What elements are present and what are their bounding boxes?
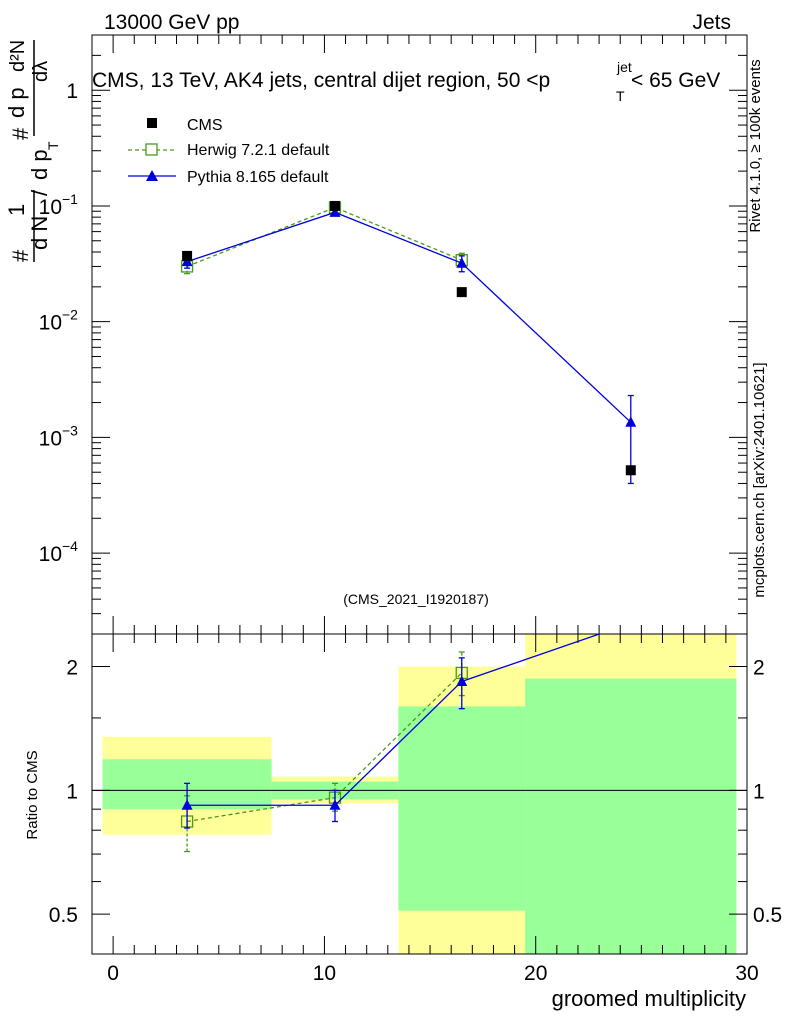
- pythia-main-point: [625, 416, 637, 427]
- main-ytick-label: 1: [66, 80, 78, 103]
- pythia-ratio-point: [329, 799, 341, 810]
- x-tick-label: 10: [313, 962, 336, 985]
- ylabel-dpt-sub: T: [45, 141, 61, 150]
- main-ytick-label: 10: [39, 427, 62, 450]
- ratio-band-inner-2: [398, 706, 526, 911]
- ylabel-one: 1: [4, 204, 29, 216]
- pythia-ratio-line: [187, 633, 600, 806]
- main-ytick-exponent: −4: [62, 538, 78, 554]
- ratio-band-inner-3: [525, 678, 737, 954]
- legend-marker-pythia: [146, 170, 158, 181]
- pythia-main-point: [329, 206, 341, 217]
- main-ytick-label: 10: [39, 196, 62, 219]
- ratio-y-axis-label: Ratio to CMS: [24, 750, 41, 839]
- ratio-ytick-label-left: 1: [66, 780, 78, 803]
- ratio-ytick-label-right: 0.5: [753, 904, 782, 927]
- ylabel-hash-mid: #: [8, 127, 33, 140]
- legend-marker-cms: [147, 118, 157, 128]
- cms-data-point: [456, 287, 467, 298]
- pythia-main-point: [456, 257, 468, 268]
- x-tick-label: 30: [735, 962, 758, 985]
- ratio-data-series: [180, 633, 600, 853]
- ratio-ytick-label-left: 0.5: [49, 904, 78, 927]
- ylabel-dpt: d p: [27, 149, 52, 180]
- legend-label-cms: CMS: [187, 117, 223, 134]
- main-ytick-label: 10: [39, 543, 62, 566]
- x-tick-label: 0: [107, 962, 119, 985]
- ratio-plot-frame: [91, 633, 748, 955]
- ylabel-slash: /: [27, 189, 52, 196]
- ratio-ytick-label-right: 1: [753, 780, 765, 803]
- title-sup: jet: [616, 59, 632, 75]
- main-y-axis-label: # 1 d N / d p T # d p d²N dλ: [4, 40, 61, 262]
- header-energy-label: 13000 GeV pp: [104, 11, 239, 34]
- main-data-series: [180, 200, 637, 485]
- ratio-axes: 0.5 0.51 12 20 10 20 30: [49, 634, 782, 985]
- x-axis-label: groomed multiplicity: [552, 986, 746, 1011]
- main-ytick-exponent: −3: [62, 422, 78, 438]
- rivet-version-label: Rivet 4.1.0, ≥ 100k events: [747, 59, 764, 232]
- pythia-ratio-point: [456, 675, 468, 686]
- legend-marker-herwig: [145, 143, 158, 156]
- main-ytick-exponent: −1: [62, 191, 78, 207]
- mcplots-label: mcplots.cern.ch [arXiv:2401.10621]: [751, 362, 768, 597]
- ylabel-dlambda: dλ: [30, 61, 52, 82]
- title-main: CMS, 13 TeV, AK4 jets, central dijet reg…: [92, 69, 550, 92]
- ratio-ytick-label-right: 2: [753, 657, 765, 680]
- ratio-uncertainty-bands: [102, 634, 737, 954]
- cms-data-point: [329, 200, 340, 211]
- title-end: < 65 GeV: [631, 69, 720, 92]
- title-sub: T: [616, 88, 625, 104]
- ratio-ytick-label-left: 2: [66, 657, 78, 680]
- legend-label-pythia: Pythia 8.165 default: [187, 169, 329, 186]
- legend: CMS Herwig 7.2.1 default Pythia 8.165 de…: [128, 117, 330, 186]
- plot-title: CMS, 13 TeV, AK4 jets, central dijet reg…: [92, 59, 720, 104]
- ylabel-hash-left: #: [8, 249, 33, 262]
- pythia-main-line: [186, 211, 632, 423]
- pythia-ratio-point: [181, 799, 193, 810]
- main-ytick-label: 10: [39, 312, 62, 335]
- legend-label-herwig: Herwig 7.2.1 default: [187, 142, 330, 159]
- pythia-main-point: [181, 255, 193, 267]
- ylabel-dpt-upper: d p: [4, 87, 29, 118]
- main-ytick-exponent: −2: [62, 307, 78, 323]
- cms-data-point: [182, 250, 193, 261]
- analysis-id-label: (CMS_2021_I1920187): [343, 591, 489, 607]
- ylabel-dN: d N: [27, 216, 52, 250]
- ylabel-d2N: d²N: [7, 40, 29, 72]
- cms-data-point: [625, 465, 636, 476]
- x-tick-label: 20: [524, 962, 547, 985]
- header-jets-label: Jets: [692, 11, 731, 34]
- main-axes: 10 −410 −310 −210 −11: [39, 34, 748, 635]
